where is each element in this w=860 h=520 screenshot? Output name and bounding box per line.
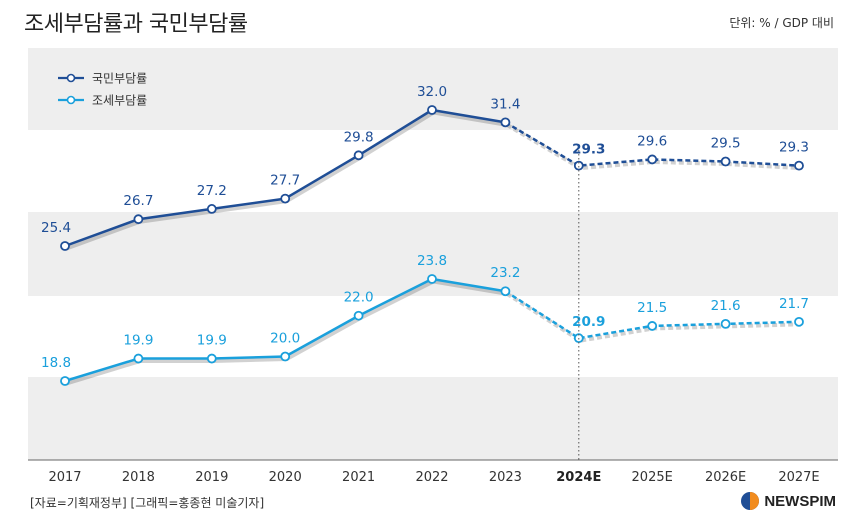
data-point bbox=[206, 204, 217, 214]
x-tick-label: 2017 bbox=[48, 470, 81, 485]
data-label: 19.9 bbox=[197, 333, 227, 349]
data-label: 29.6 bbox=[637, 133, 667, 149]
x-axis: 2017 2018 2019 2020 2021 2022 2023 2024E 2025E 20… bbox=[28, 150, 838, 485]
x-tick-label: 2027E bbox=[778, 470, 819, 485]
data-point bbox=[353, 150, 364, 161]
data-label: 29.3 bbox=[572, 142, 605, 158]
data-label: 26.7 bbox=[123, 193, 153, 209]
data-label: 31.4 bbox=[490, 96, 520, 112]
data-label: 29.8 bbox=[344, 129, 374, 145]
data-label: 21.7 bbox=[779, 296, 809, 312]
data-point bbox=[427, 274, 437, 284]
background-bands bbox=[28, 48, 838, 460]
data-label: 21.5 bbox=[637, 300, 667, 316]
data-point bbox=[280, 351, 291, 362]
legend-label: 국민부담률 bbox=[92, 72, 147, 86]
series-shadow bbox=[505, 123, 801, 171]
data-label: 20.0 bbox=[270, 331, 300, 347]
x-tick-label: 2019 bbox=[195, 470, 228, 485]
unit-label: 단위: % / GDP 대비 bbox=[729, 16, 834, 30]
data-label: 29.3 bbox=[779, 140, 809, 156]
data-point bbox=[427, 105, 437, 115]
data-point bbox=[206, 353, 217, 364]
series-points bbox=[60, 105, 804, 386]
data-point bbox=[133, 214, 144, 225]
data-label: 19.9 bbox=[123, 333, 153, 349]
data-label: 32.0 bbox=[417, 84, 447, 100]
series-line-projected bbox=[504, 121, 800, 167]
data-point bbox=[353, 310, 364, 321]
data-label: 23.2 bbox=[490, 265, 520, 281]
legend-label: 조세부담률 bbox=[92, 94, 147, 108]
band bbox=[28, 377, 838, 460]
data-label: 23.8 bbox=[417, 253, 447, 269]
data-label: 27.2 bbox=[197, 183, 227, 199]
data-point bbox=[720, 156, 731, 167]
data-point bbox=[647, 321, 658, 331]
x-tick-label: 2023 bbox=[489, 470, 522, 485]
x-tick-label: 2025E bbox=[632, 470, 673, 485]
chart-title: 조세부담률과 국민부담률 bbox=[24, 12, 248, 37]
data-point bbox=[280, 193, 291, 204]
data-label: 29.5 bbox=[711, 136, 741, 152]
x-tick-label: 2024E bbox=[556, 470, 601, 485]
data-label: 27.7 bbox=[270, 173, 300, 189]
legend-marker bbox=[66, 95, 76, 105]
x-tick-label: 2026E bbox=[705, 470, 746, 485]
x-tick-label: 2022 bbox=[415, 470, 448, 485]
data-point bbox=[500, 286, 511, 297]
data-point bbox=[60, 376, 70, 386]
data-labels: 25.4 26.7 27.2 27.7 29.8 32.0 31.4 29.3 29.6 29.5… bbox=[41, 84, 809, 371]
data-point bbox=[500, 117, 511, 128]
data-point bbox=[647, 154, 658, 165]
source-credit: [자료=기획재정부] [그래픽=홍종현 미술기자] bbox=[30, 496, 265, 510]
data-point bbox=[60, 241, 70, 251]
data-label: 21.6 bbox=[711, 298, 741, 314]
legend-marker bbox=[66, 73, 76, 83]
data-label: 22.0 bbox=[344, 290, 374, 306]
data-point bbox=[794, 316, 804, 327]
data-point bbox=[794, 160, 804, 171]
data-point bbox=[573, 160, 584, 171]
newspim-logo: NEWSPIM bbox=[740, 491, 836, 511]
band bbox=[28, 48, 838, 130]
x-tick-label: 2018 bbox=[122, 470, 155, 485]
data-label: 20.9 bbox=[572, 314, 605, 330]
data-label: 18.8 bbox=[41, 355, 71, 371]
data-point bbox=[133, 353, 144, 364]
newspim-logo-icon bbox=[741, 492, 760, 510]
logo-text: NEWSPIM bbox=[764, 492, 836, 510]
x-tick-label: 2020 bbox=[269, 470, 302, 485]
data-point bbox=[720, 318, 731, 329]
x-tick-label: 2021 bbox=[342, 470, 375, 485]
data-label: 25.4 bbox=[41, 220, 71, 236]
